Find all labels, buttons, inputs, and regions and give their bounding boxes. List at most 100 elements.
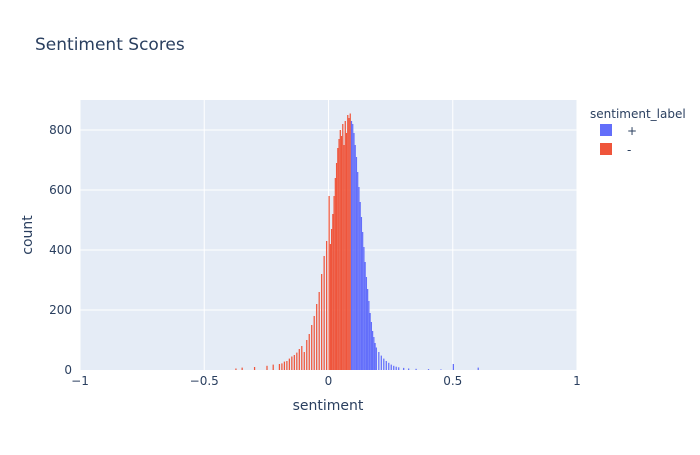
histogram-bar[interactable] <box>241 367 243 370</box>
histogram-bar[interactable] <box>380 355 382 370</box>
histogram-bar[interactable] <box>371 331 374 370</box>
histogram-bar[interactable] <box>311 325 313 370</box>
histogram-bar[interactable] <box>398 367 400 370</box>
histogram-bar[interactable] <box>354 145 356 370</box>
histogram-bar[interactable] <box>337 148 339 370</box>
histogram-bar[interactable] <box>235 368 237 371</box>
histogram-bar[interactable] <box>283 361 286 370</box>
legend-item-minus[interactable]: - <box>600 143 631 157</box>
histogram-bar[interactable] <box>365 277 368 370</box>
histogram-bar[interactable] <box>329 244 331 370</box>
x-tick-label: −0.5 <box>190 374 219 388</box>
legend-item-plus[interactable]: + <box>600 124 637 138</box>
histogram-bar[interactable] <box>345 133 348 370</box>
histogram-bar[interactable] <box>452 364 454 370</box>
histogram-bar[interactable] <box>335 163 338 370</box>
x-tick-label: 0 <box>325 374 333 388</box>
histogram-bar[interactable] <box>296 352 298 370</box>
histogram-bar[interactable] <box>348 118 350 370</box>
histogram-bar[interactable] <box>350 121 353 370</box>
histogram-bar[interactable] <box>355 157 358 370</box>
legend-swatch-minus <box>600 143 612 155</box>
histogram-bar[interactable] <box>358 187 360 370</box>
histogram-bar[interactable] <box>375 347 377 371</box>
series-plus <box>350 121 479 371</box>
histogram-bar[interactable] <box>332 214 334 370</box>
histogram-bar[interactable] <box>343 145 345 370</box>
histogram-bar[interactable] <box>347 115 349 370</box>
x-tick-label: −1 <box>71 374 89 388</box>
histogram-bar[interactable] <box>266 365 268 370</box>
histogram-bar[interactable] <box>286 361 288 370</box>
histogram-bar[interactable] <box>395 366 397 370</box>
y-tick-label: 600 <box>49 183 72 197</box>
histogram-bar[interactable] <box>363 247 365 370</box>
histogram-bar[interactable] <box>373 337 375 370</box>
x-axis-title: sentiment <box>293 398 364 414</box>
y-tick-label: 0 <box>64 363 72 377</box>
histogram-bar[interactable] <box>338 139 340 370</box>
histogram-bar[interactable] <box>301 346 303 370</box>
histogram-bar[interactable] <box>326 241 328 370</box>
histogram-bar[interactable] <box>388 362 390 370</box>
histogram-bar[interactable] <box>313 316 315 370</box>
histogram-bar[interactable] <box>323 256 325 370</box>
histogram-bar[interactable] <box>344 121 346 370</box>
histogram-bar[interactable] <box>359 202 361 370</box>
histogram-bar[interactable] <box>374 343 376 370</box>
histogram-bar[interactable] <box>364 262 366 370</box>
histogram-bar[interactable] <box>383 358 385 370</box>
histogram-bar[interactable] <box>278 364 281 370</box>
histogram-bar[interactable] <box>333 196 335 370</box>
legend-swatch-plus <box>600 124 612 136</box>
histogram-bar[interactable] <box>415 368 417 370</box>
histogram-bar[interactable] <box>330 229 333 370</box>
histogram-bar[interactable] <box>360 217 363 370</box>
histogram-bar[interactable] <box>298 349 300 370</box>
histogram-bar[interactable] <box>370 322 372 370</box>
legend: sentiment_label + - <box>590 107 686 157</box>
histogram-bar[interactable] <box>342 124 344 370</box>
histogram-bar[interactable] <box>427 369 430 370</box>
histogram-bar[interactable] <box>390 364 392 370</box>
histogram-bar[interactable] <box>318 292 320 370</box>
y-axis-title: count <box>20 215 36 255</box>
x-tick-label: 0.5 <box>443 374 462 388</box>
histogram-bar[interactable] <box>334 178 336 370</box>
y-tick-label: 800 <box>49 123 72 137</box>
histogram-bar[interactable] <box>349 113 351 371</box>
histogram-bar[interactable] <box>303 352 305 370</box>
y-tick-label: 200 <box>49 303 72 317</box>
histogram-bar[interactable] <box>353 133 355 370</box>
histogram-bar[interactable] <box>328 196 330 370</box>
chart-title: Sentiment Scores <box>35 35 185 55</box>
histogram-bar[interactable] <box>368 301 370 370</box>
histogram-bar[interactable] <box>306 340 308 370</box>
histogram-bar[interactable] <box>281 363 283 370</box>
histogram-bar[interactable] <box>357 172 359 370</box>
histogram-bar[interactable] <box>367 289 369 370</box>
histogram-bar[interactable] <box>316 304 318 370</box>
histogram-bar[interactable] <box>272 364 274 370</box>
histogram-bar[interactable] <box>308 334 310 370</box>
histogram-bar[interactable] <box>352 124 354 370</box>
histogram-bar[interactable] <box>339 130 341 370</box>
histogram-bar[interactable] <box>253 367 256 370</box>
x-tick-label: 1 <box>573 374 581 388</box>
histogram-bar[interactable] <box>340 136 343 370</box>
histogram-bar[interactable] <box>288 358 290 370</box>
histogram-bar[interactable] <box>477 367 479 370</box>
histogram-bar[interactable] <box>403 367 405 370</box>
legend-title: sentiment_label <box>590 107 686 121</box>
histogram-bar[interactable] <box>385 361 387 370</box>
histogram-bar[interactable] <box>369 313 371 370</box>
histogram-bar[interactable] <box>293 355 295 370</box>
histogram-bar[interactable] <box>378 352 380 370</box>
histogram-bar[interactable] <box>321 274 323 370</box>
histogram-bar[interactable] <box>291 356 293 371</box>
histogram-bar[interactable] <box>362 232 364 370</box>
histogram-bar[interactable] <box>393 365 395 370</box>
histogram-bar[interactable] <box>440 369 442 370</box>
histogram-bar[interactable] <box>408 368 410 371</box>
